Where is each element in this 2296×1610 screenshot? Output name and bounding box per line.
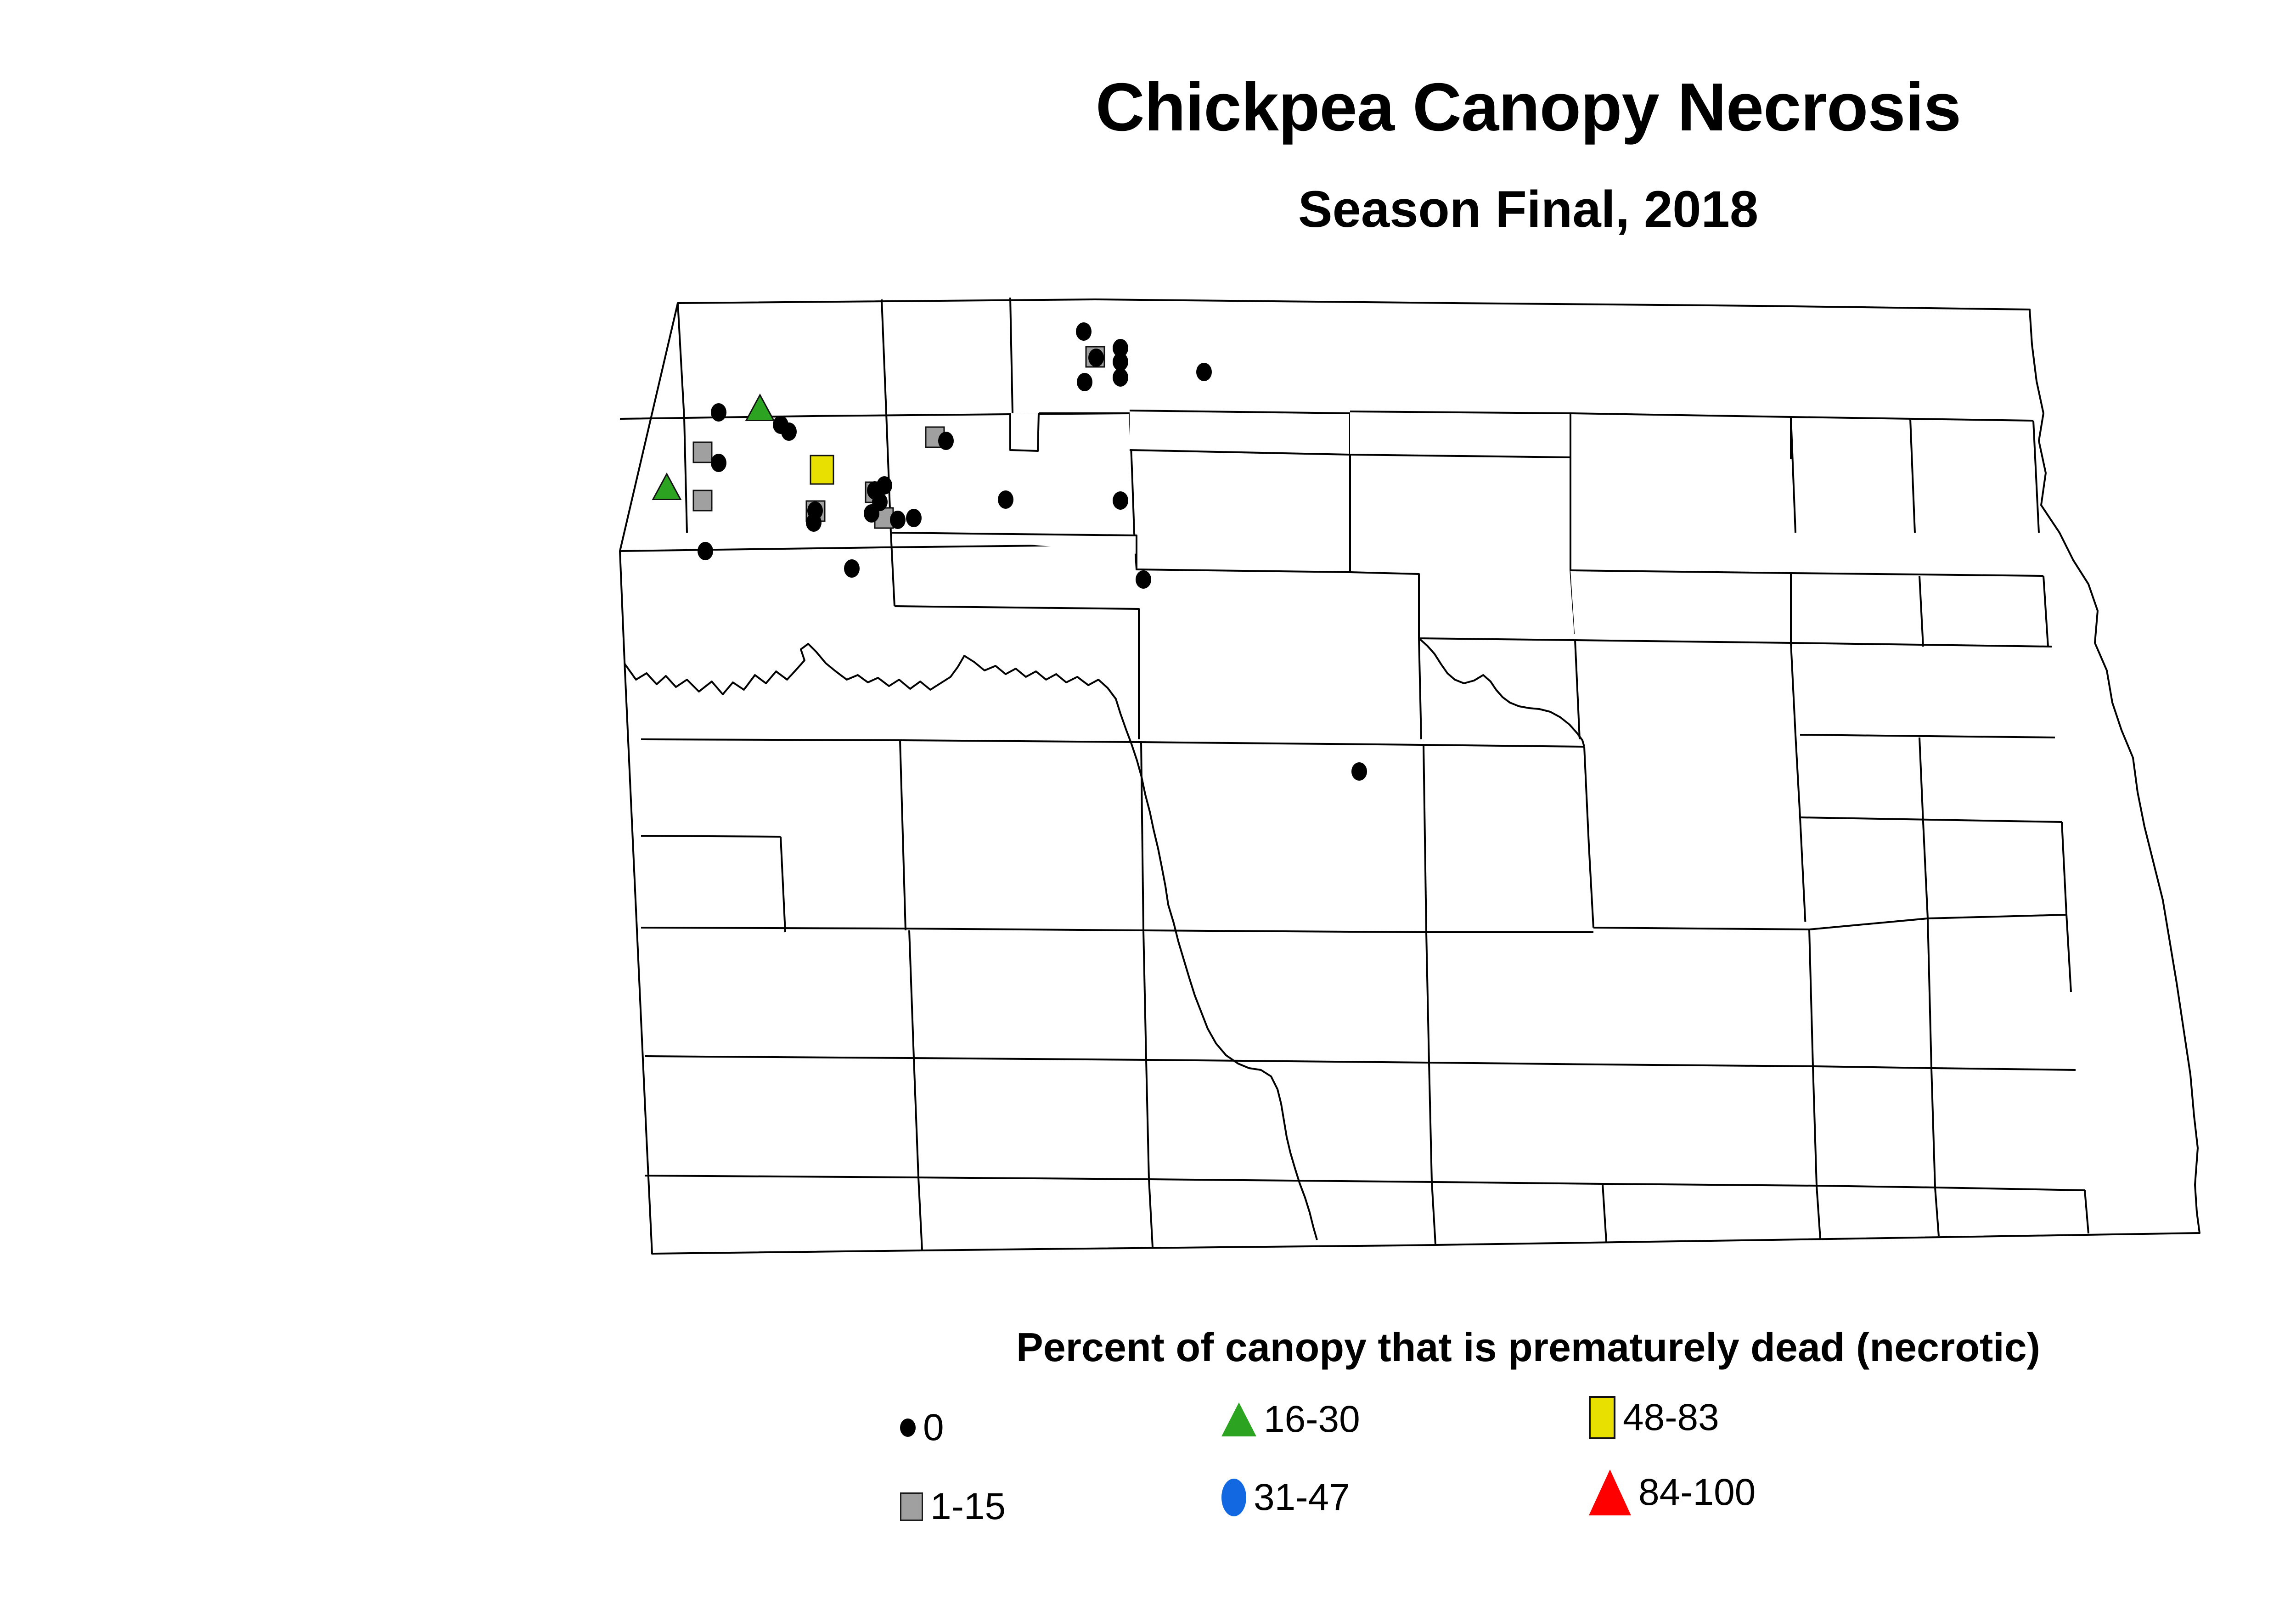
green-triangle-icon bbox=[1221, 1402, 1256, 1436]
marker-circle-dot bbox=[1136, 570, 1151, 589]
legend-item-3[interactable]: 31-47 bbox=[1221, 1479, 1350, 1516]
marker-square bbox=[692, 441, 713, 463]
marker-circle-dot bbox=[781, 422, 797, 441]
marker-circle-dot bbox=[906, 509, 922, 527]
page-subtitle: Season Final, 2018 bbox=[1298, 180, 1759, 238]
legend-label: 48-83 bbox=[1623, 1396, 1719, 1438]
legend-item-4[interactable]: 48-83 bbox=[1589, 1396, 1719, 1439]
gray-square-icon bbox=[900, 1492, 923, 1521]
legend-item-2[interactable]: 16-30 bbox=[1221, 1401, 1360, 1438]
marker-circle-dot bbox=[1113, 491, 1128, 510]
marker-circle-dot bbox=[1077, 373, 1092, 391]
blue-ellipse-icon bbox=[1221, 1479, 1246, 1516]
marker-square bbox=[810, 455, 834, 485]
marker-circle-dot bbox=[1076, 322, 1092, 341]
disease-markers bbox=[652, 322, 1367, 781]
marker-square bbox=[692, 490, 713, 512]
circle-dot-icon bbox=[900, 1419, 916, 1437]
legend-label: 1-15 bbox=[930, 1486, 1006, 1527]
marker-circle-dot bbox=[864, 504, 879, 523]
marker-circle-dot bbox=[806, 513, 822, 532]
marker-circle-dot bbox=[711, 403, 726, 422]
north-dakota-county-map[interactable] bbox=[597, 276, 2232, 1286]
marker-triangle bbox=[745, 393, 775, 421]
yellow-square-icon bbox=[1589, 1396, 1615, 1439]
marker-circle-dot bbox=[938, 432, 954, 450]
legend-item-5[interactable]: 84-100 bbox=[1589, 1469, 1756, 1515]
marker-triangle bbox=[652, 472, 682, 500]
legend-label: 16-30 bbox=[1264, 1398, 1360, 1440]
marker-circle-dot bbox=[844, 559, 860, 578]
marker-circle-dot bbox=[698, 542, 713, 560]
legend-heading: Percent of canopy that is prematurely de… bbox=[1016, 1324, 2040, 1370]
legend-label: 84-100 bbox=[1638, 1471, 1756, 1513]
marker-circle-dot bbox=[1196, 363, 1212, 381]
marker-circle-dot bbox=[998, 490, 1013, 509]
red-triangle-icon bbox=[1589, 1469, 1631, 1515]
page-title: Chickpea Canopy Necrosis bbox=[1095, 69, 1961, 145]
legend-item-0[interactable]: 0 bbox=[900, 1409, 944, 1447]
legend-item-1[interactable]: 1-15 bbox=[900, 1488, 1006, 1526]
marker-circle-dot bbox=[890, 511, 906, 529]
marker-circle-dot bbox=[711, 454, 726, 472]
legend: 0 1-15 16-30 31-47 48-83 84-100 bbox=[900, 1396, 2048, 1548]
county-boundaries bbox=[619, 297, 2200, 1255]
marker-circle-dot bbox=[1351, 762, 1367, 781]
marker-circle-dot bbox=[1113, 339, 1128, 357]
legend-label: 0 bbox=[923, 1407, 944, 1448]
marker-circle-dot bbox=[1113, 368, 1128, 387]
map-svg bbox=[619, 297, 2200, 1255]
marker-circle-dot bbox=[1088, 349, 1104, 367]
legend-label: 31-47 bbox=[1254, 1476, 1350, 1518]
marker-circle-dot bbox=[877, 476, 892, 495]
marker-circle-dot bbox=[1113, 353, 1128, 371]
